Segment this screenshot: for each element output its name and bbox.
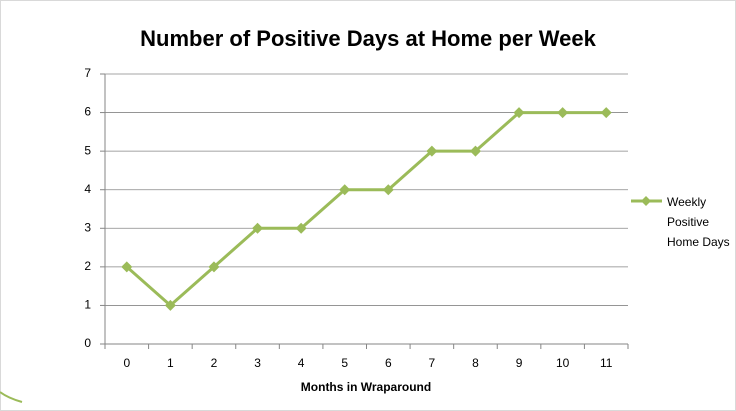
- x-axis-label: Months in Wraparound: [301, 380, 431, 394]
- data-point: [469, 145, 481, 157]
- x-tick-label: 6: [385, 356, 392, 370]
- data-point: [426, 145, 438, 157]
- legend-label: Weekly Positive Home Days: [667, 195, 730, 249]
- data-point: [339, 184, 351, 196]
- x-tick-label: 3: [254, 356, 261, 370]
- x-tick-label: 11: [600, 356, 613, 370]
- y-tick-label: 2: [84, 259, 91, 273]
- y-tick-label: 6: [84, 105, 91, 119]
- y-tick-label: 5: [84, 143, 91, 157]
- y-tick-label: 3: [84, 220, 91, 234]
- y-tick-label: 7: [84, 66, 91, 80]
- x-tick-label: 4: [298, 356, 305, 370]
- series-line: [125, 111, 607, 307]
- legend-marker: [641, 196, 651, 206]
- x-tick-label: 0: [123, 356, 130, 370]
- decoration: [0, 391, 23, 403]
- y-tick-label: 1: [84, 298, 91, 312]
- y-tick-label: 4: [84, 182, 91, 196]
- y-tick-label: 0: [84, 336, 91, 350]
- x-tick-label: 9: [516, 356, 523, 370]
- chart-title: Number of Positive Days at Home per Week: [140, 26, 596, 51]
- data-point: [382, 184, 394, 196]
- data-point: [164, 299, 176, 311]
- data-point: [513, 107, 525, 119]
- data-point: [252, 222, 264, 234]
- x-tick-label: 1: [167, 356, 174, 370]
- data-point: [600, 107, 612, 119]
- data-point: [121, 261, 133, 273]
- x-tick-label: 2: [211, 356, 218, 370]
- data-point: [557, 107, 569, 119]
- x-tick-label: 7: [429, 356, 436, 370]
- data-point: [295, 222, 307, 234]
- x-tick-label: 5: [341, 356, 348, 370]
- data-point: [208, 261, 220, 273]
- x-tick-label: 10: [556, 356, 570, 370]
- x-tick-label: 8: [472, 356, 479, 370]
